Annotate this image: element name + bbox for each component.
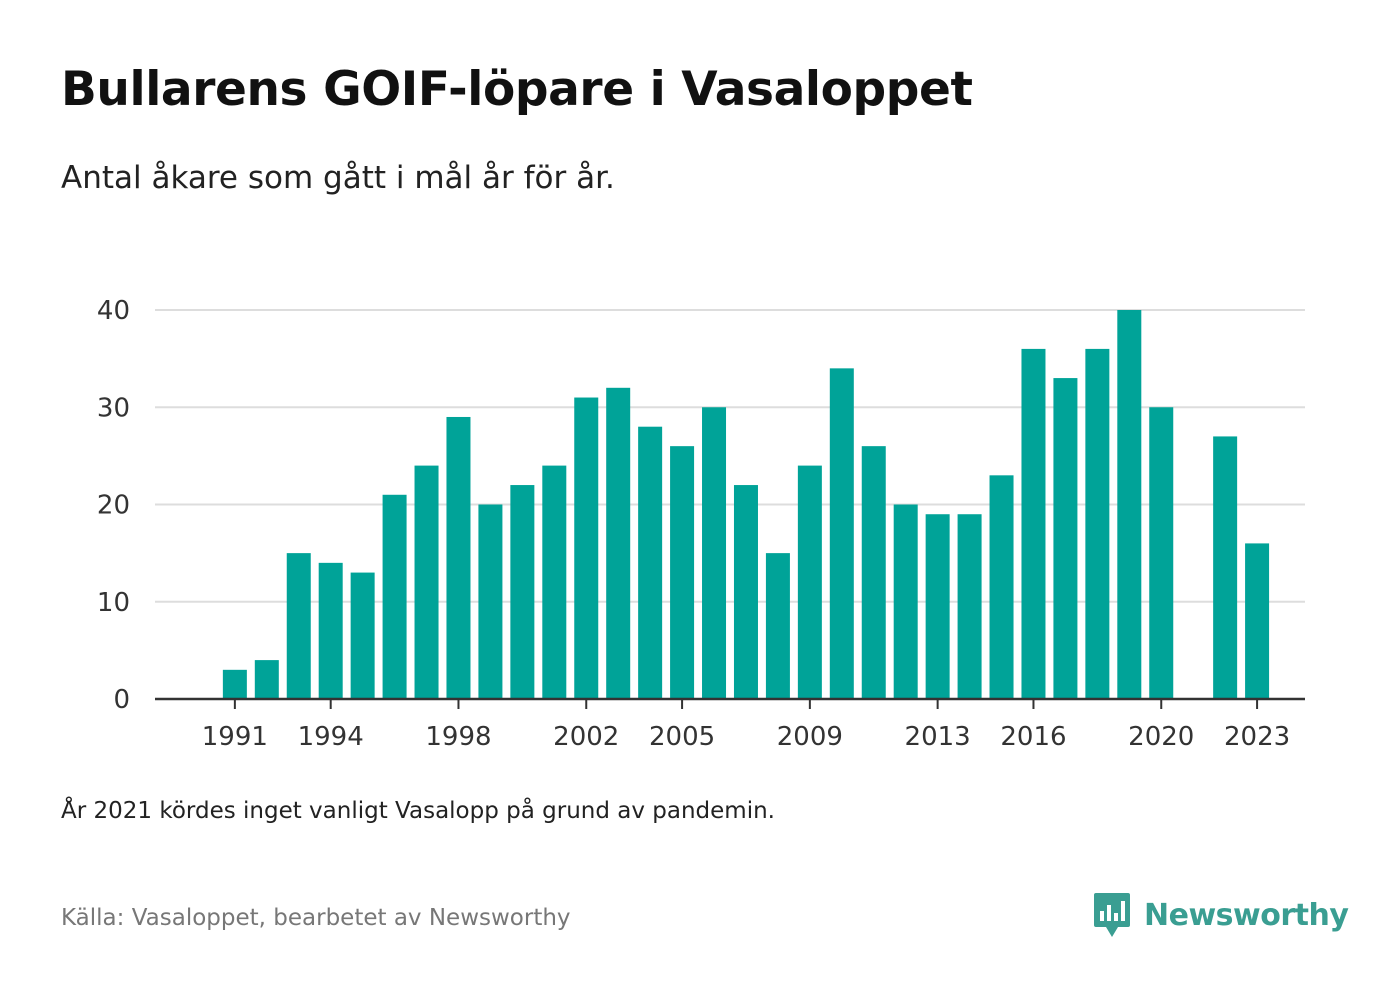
bar-1995 <box>350 572 375 699</box>
brand-name: Newsworthy <box>1144 897 1349 933</box>
newsworthy-logo-icon <box>1094 893 1130 937</box>
bar-2005 <box>670 446 695 699</box>
chart-subtitle: Antal åkare som gått i mål år för år. <box>61 160 615 196</box>
bar-2006 <box>702 407 727 699</box>
bar-2011 <box>861 446 886 699</box>
bar-2020 <box>1149 407 1174 699</box>
y-tick-label: 20 <box>97 491 130 521</box>
chart-note: År 2021 kördes inget vanligt Vasalopp på… <box>61 798 775 824</box>
x-tick-label: 2020 <box>1128 722 1194 752</box>
bar-2004 <box>638 426 663 699</box>
bar-2023 <box>1245 543 1270 699</box>
x-tick-label: 2023 <box>1224 722 1290 752</box>
bar-2000 <box>510 485 535 699</box>
x-tick-label: 2013 <box>905 722 971 752</box>
bar-2013 <box>925 514 950 699</box>
bar-2002 <box>574 397 599 699</box>
x-tick-label: 2009 <box>777 722 843 752</box>
x-tick-label: 2002 <box>553 722 619 752</box>
bar-2003 <box>606 387 631 699</box>
bar-2014 <box>957 514 982 699</box>
y-tick-label: 10 <box>97 588 130 618</box>
x-axis-labels: 1991 1994 1998 2002 2005 2009 2013 2016 2020 2023 <box>202 699 1290 752</box>
x-tick-label: 1994 <box>298 722 364 752</box>
y-tick-label: 0 <box>113 685 130 715</box>
bar-2009 <box>797 465 822 699</box>
x-tick-label: 2016 <box>1000 722 1066 752</box>
x-tick-label: 1991 <box>202 722 268 752</box>
brand-logo: Newsworthy <box>1092 890 1349 940</box>
bar-2001 <box>542 465 567 699</box>
y-axis-labels: 0 10 20 30 40 <box>97 296 130 715</box>
bar-chart: 0 10 20 30 40 1991 1994 1998 2002 2005 2009 2013 20… <box>97 296 1305 752</box>
bar-1997 <box>414 465 439 699</box>
y-tick-label: 30 <box>97 393 130 423</box>
bar-2018 <box>1085 348 1110 699</box>
bar-2015 <box>989 475 1014 699</box>
bar-2017 <box>1053 378 1078 699</box>
source-credit: Källa: Vasaloppet, bearbetet av Newswort… <box>61 905 571 931</box>
x-tick-label: 2005 <box>649 722 715 752</box>
bar-1996 <box>382 494 407 699</box>
y-tick-label: 40 <box>97 296 130 326</box>
bar-1992 <box>254 660 279 699</box>
bar-2022 <box>1213 436 1238 699</box>
bar-2007 <box>733 485 758 699</box>
bar-2010 <box>829 368 854 699</box>
bar-2012 <box>893 504 918 699</box>
bar-1999 <box>478 504 503 699</box>
bar-1993 <box>286 553 311 699</box>
bar-2019 <box>1117 310 1142 699</box>
x-tick-label: 1998 <box>425 722 491 752</box>
bars <box>222 310 1270 699</box>
chart-title: Bullarens GOIF-löpare i Vasaloppet <box>61 62 973 117</box>
bar-1994 <box>318 562 343 699</box>
bar-1991 <box>222 669 247 699</box>
bar-2016 <box>1021 348 1046 699</box>
gridlines <box>155 309 1305 603</box>
bar-1998 <box>446 416 471 699</box>
bar-2008 <box>765 553 790 699</box>
